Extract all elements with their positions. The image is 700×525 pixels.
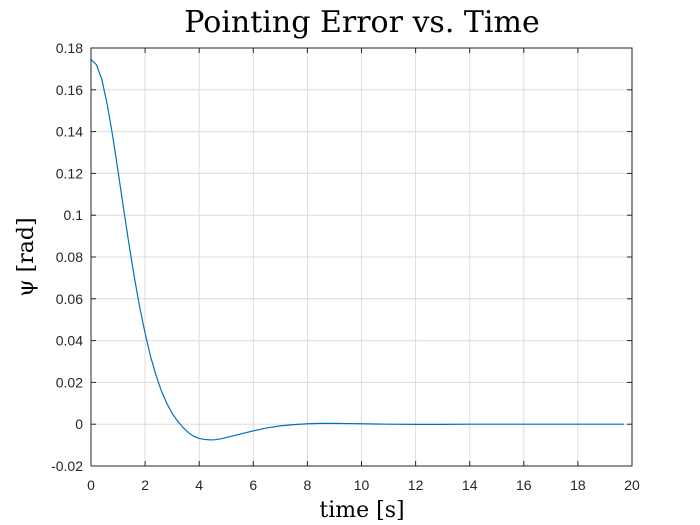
y-tick-label: 0.04 [56,333,83,349]
x-tick-label: 20 [624,477,640,493]
y-tick-label: 0.14 [56,124,83,140]
y-tick-label: 0.16 [56,82,83,98]
y-tick-label: 0.08 [56,249,83,265]
x-tick-label: 10 [354,477,370,493]
y-tick-label: 0.06 [56,291,83,307]
y-tick-label: 0.1 [64,207,84,223]
y-tick-label: -0.02 [51,458,83,474]
grid-lines [90,47,633,467]
tick-marks [90,47,633,467]
x-tick-label: 14 [462,477,478,493]
y-tick-label: 0.02 [56,374,83,390]
y-axis-label: ψ [rad] [14,217,39,296]
series-line-1 [90,59,624,441]
x-tick-label: 18 [570,477,586,493]
x-tick-label: 0 [87,477,95,493]
y-tick-label: 0 [75,416,83,432]
x-tick-label: 12 [408,477,424,493]
chart-title: Pointing Error vs. Time [184,5,539,40]
y-tick-label: 0.18 [56,40,83,56]
series-layer [90,59,624,441]
x-axis-label: time [s] [319,498,404,523]
x-tick-label: 16 [516,477,532,493]
x-tick-label: 8 [304,477,312,493]
x-tick-label: 4 [195,477,203,493]
x-tick-label: 6 [249,477,257,493]
x-tick-label: 2 [141,477,149,493]
y-tick-label: 0.12 [56,165,83,181]
y-tick-labels: -0.02 0 0.02 0.04 0.06 0.08 0.1 0.12 0.14 0.16 0.1… [51,40,83,474]
x-tick-labels: 0 2 4 6 8 10 12 14 16 18 20 [87,477,640,493]
